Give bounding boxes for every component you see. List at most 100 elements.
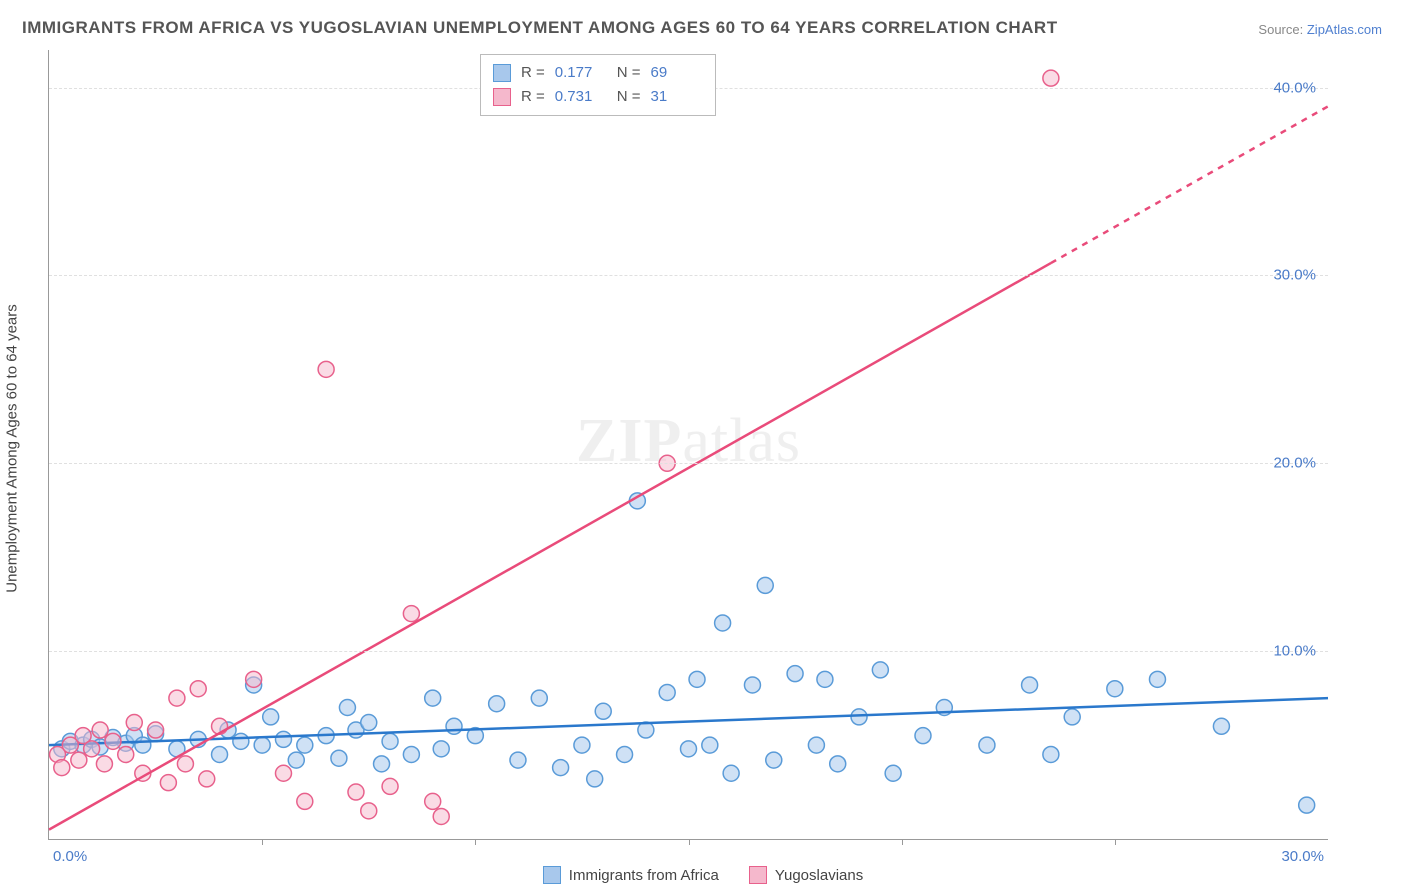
data-point — [275, 731, 291, 747]
data-point — [297, 737, 313, 753]
x-tick — [475, 839, 476, 845]
legend-swatch-blue — [543, 866, 561, 884]
data-point — [446, 718, 462, 734]
plot-area: ZIPatlas 10.0%20.0%30.0%40.0%0.0%30.0% — [48, 50, 1328, 840]
gridline — [49, 463, 1328, 464]
data-point — [1043, 746, 1059, 762]
data-point — [433, 741, 449, 757]
source-attribution: Source: ZipAtlas.com — [1258, 22, 1382, 37]
data-point — [1149, 671, 1165, 687]
data-point — [403, 746, 419, 762]
data-point — [702, 737, 718, 753]
x-tick — [689, 839, 690, 845]
data-point — [92, 722, 108, 738]
data-point — [1299, 797, 1315, 813]
data-point — [915, 728, 931, 744]
n-label: N = — [617, 85, 641, 109]
data-point — [54, 760, 70, 776]
gridline — [49, 651, 1328, 652]
x-tick-label: 30.0% — [1281, 848, 1324, 865]
data-point — [766, 752, 782, 768]
legend-item-2: Yugoslavians — [749, 866, 863, 884]
data-point — [885, 765, 901, 781]
x-tick-label: 0.0% — [53, 848, 87, 865]
data-point — [1107, 681, 1123, 697]
data-point — [382, 733, 398, 749]
chart-title: IMMIGRANTS FROM AFRICA VS YUGOSLAVIAN UN… — [22, 18, 1058, 38]
x-tick — [262, 839, 263, 845]
data-point — [339, 700, 355, 716]
legend-item-1: Immigrants from Africa — [543, 866, 719, 884]
data-point — [689, 671, 705, 687]
data-point — [1064, 709, 1080, 725]
y-tick-label: 20.0% — [1273, 455, 1316, 472]
data-point — [118, 746, 134, 762]
data-point — [433, 808, 449, 824]
data-point — [715, 615, 731, 631]
n-label: N = — [617, 61, 641, 85]
r-value-2: 0.731 — [555, 85, 607, 109]
data-point — [510, 752, 526, 768]
data-point — [297, 793, 313, 809]
r-value-1: 0.177 — [555, 61, 607, 85]
data-point — [425, 793, 441, 809]
y-axis-label: Unemployment Among Ages 60 to 64 years — [4, 304, 21, 593]
data-point — [275, 765, 291, 781]
n-value-2: 31 — [651, 85, 703, 109]
data-point — [531, 690, 547, 706]
data-point — [574, 737, 590, 753]
n-value-1: 69 — [651, 61, 703, 85]
y-tick-label: 30.0% — [1273, 267, 1316, 284]
data-point — [723, 765, 739, 781]
data-point — [331, 750, 347, 766]
data-point — [1043, 70, 1059, 86]
data-point — [851, 709, 867, 725]
data-point — [84, 741, 100, 757]
data-point — [361, 715, 377, 731]
legend-stats-row-2: R = 0.731 N = 31 — [493, 85, 703, 109]
data-point — [71, 752, 87, 768]
source-label: Source: — [1258, 22, 1303, 37]
gridline — [49, 275, 1328, 276]
data-point — [817, 671, 833, 687]
r-label: R = — [521, 85, 545, 109]
legend-stats-box: R = 0.177 N = 69 R = 0.731 N = 31 — [480, 54, 716, 116]
r-label: R = — [521, 61, 545, 85]
y-tick-label: 10.0% — [1273, 643, 1316, 660]
data-point — [595, 703, 611, 719]
y-tick-label: 40.0% — [1273, 79, 1316, 96]
legend-label-1: Immigrants from Africa — [569, 867, 719, 884]
data-point — [1213, 718, 1229, 734]
data-point — [288, 752, 304, 768]
data-point — [553, 760, 569, 776]
data-point — [374, 756, 390, 772]
data-point — [199, 771, 215, 787]
source-link[interactable]: ZipAtlas.com — [1307, 22, 1382, 37]
data-point — [403, 606, 419, 622]
data-point — [979, 737, 995, 753]
data-point — [489, 696, 505, 712]
data-point — [757, 577, 773, 593]
data-point — [263, 709, 279, 725]
data-point — [872, 662, 888, 678]
legend-swatch-pink — [749, 866, 767, 884]
data-point — [348, 784, 364, 800]
legend-stats-row-1: R = 0.177 N = 69 — [493, 61, 703, 85]
data-point — [126, 715, 142, 731]
data-point — [382, 778, 398, 794]
data-point — [361, 803, 377, 819]
scatter-plot-svg — [49, 50, 1328, 839]
data-point — [254, 737, 270, 753]
data-point — [212, 746, 228, 762]
trend-line-dashed — [1051, 106, 1328, 263]
data-point — [1022, 677, 1038, 693]
data-point — [233, 733, 249, 749]
data-point — [135, 737, 151, 753]
data-point — [105, 733, 121, 749]
data-point — [96, 756, 112, 772]
data-point — [160, 775, 176, 791]
legend-swatch-blue — [493, 64, 511, 82]
data-point — [587, 771, 603, 787]
data-point — [617, 746, 633, 762]
data-point — [681, 741, 697, 757]
